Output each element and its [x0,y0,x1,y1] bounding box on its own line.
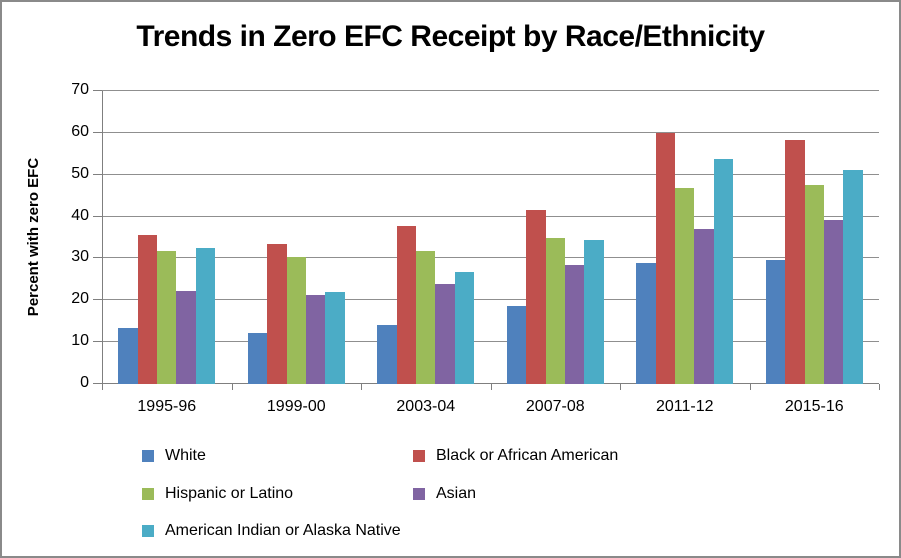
bar-asian-2015-16 [823,219,844,384]
bar-hispanic-or-latino-2007-08 [545,238,565,384]
y-tick-label-30: 30 [71,248,89,266]
x-tick-3 [491,384,492,390]
bar-white-2007-08 [506,305,527,384]
legend-label: American Indian or Alaska Native [165,522,401,539]
bar-black-or-african-american-2007-08 [526,210,546,384]
y-tick-70 [93,90,102,91]
x-tick-label-1999-00: 1999-00 [266,398,326,415]
legend-swatch-icon [142,525,154,537]
y-tick-label-20: 20 [71,290,89,308]
legend-item-black-or-african-american: Black or African American [413,448,618,464]
x-tick-1 [232,384,233,390]
bar-american-indian-or-alaska-native-2003-04 [454,271,475,384]
y-tick-20 [93,299,102,301]
x-tick-2 [361,384,362,390]
bar-hispanic-or-latino-2011-12 [675,188,695,384]
y-tick-40 [93,215,102,217]
bar-asian-2011-12 [694,229,714,384]
bar-hispanic-or-latino-1999-00 [286,257,306,384]
x-tick-label-2003-04: 2003-04 [396,398,456,415]
y-tick-label-70: 70 [71,81,89,98]
gridline-40 [102,215,879,217]
x-axis-line [93,383,879,384]
bar-american-indian-or-alaska-native-2015-16 [843,170,863,384]
legend-swatch-icon [413,450,425,462]
legend-swatch-icon [413,487,425,500]
legend-label: Black or African American [436,447,619,464]
gridline-20 [102,299,879,301]
y-axis-line [102,91,103,385]
y-tick-60 [93,131,102,133]
bar-asian-2007-08 [564,265,585,384]
x-tick-5 [750,384,751,390]
legend-item-hispanic-or-latino: Hispanic or Latino [142,484,294,502]
legend-label: Hispanic or Latino [165,484,294,502]
legend-swatch-icon [142,487,154,500]
legend-label: Asian [436,484,477,502]
x-tick-label-1995-96: 1995-96 [137,398,197,415]
gridline-30 [102,257,879,259]
bar-white-1995-96 [118,328,138,384]
bar-hispanic-or-latino-2003-04 [416,250,436,384]
bar-black-or-african-american-2011-12 [655,132,676,384]
bar-white-2003-04 [377,324,397,384]
bar-asian-1999-00 [305,295,326,384]
y-axis-title: Percent with zero EFC [25,157,42,317]
gridline-50 [102,173,879,175]
y-tick-label-10: 10 [71,332,89,350]
legend-swatch-icon [142,450,154,462]
x-tick-label-2015-16: 2015-16 [784,398,844,415]
bar-white-2015-16 [765,260,786,384]
gridline-10 [102,341,879,343]
y-tick-50 [93,173,102,175]
bar-white-1999-00 [247,333,268,384]
gridline-60 [102,131,879,133]
bar-black-or-african-american-2015-16 [785,139,805,384]
x-tick-label-2011-12: 2011-12 [655,398,714,415]
y-tick-label-50: 50 [71,164,89,182]
y-tick-30 [93,257,102,259]
y-tick-label-40: 40 [71,206,89,224]
bar-hispanic-or-latino-2015-16 [804,185,824,384]
legend-item-asian: Asian [413,484,477,502]
x-tick-6 [879,384,880,390]
chart-title: Trends in Zero EFC Receipt by Race/Ethni… [136,20,765,53]
x-tick-0 [102,384,103,390]
bar-american-indian-or-alaska-native-1999-00 [325,292,345,384]
bar-hispanic-or-latino-1995-96 [157,250,177,384]
x-tick-label-2007-08: 2007-08 [525,398,585,415]
bar-american-indian-or-alaska-native-2007-08 [584,239,604,384]
bar-black-or-african-american-1995-96 [137,234,158,384]
bar-american-indian-or-alaska-native-2011-12 [713,158,734,384]
x-tick-4 [620,384,621,390]
y-tick-10 [93,341,102,343]
legend-item-american-indian-or-alaska-native: American Indian or Alaska Native [142,523,401,539]
legend-item-white: White [142,448,206,464]
bar-asian-1995-96 [176,290,196,384]
y-tick-label-0: 0 [80,374,89,391]
bar-asian-2003-04 [435,283,455,384]
y-tick-label-60: 60 [71,122,89,140]
legend-label: White [165,447,206,464]
bar-white-2011-12 [636,263,656,384]
bar-black-or-african-american-1999-00 [267,243,287,384]
bar-american-indian-or-alaska-native-1995-96 [195,247,216,384]
bar-black-or-african-american-2003-04 [396,226,417,384]
gridline-70 [102,90,879,91]
